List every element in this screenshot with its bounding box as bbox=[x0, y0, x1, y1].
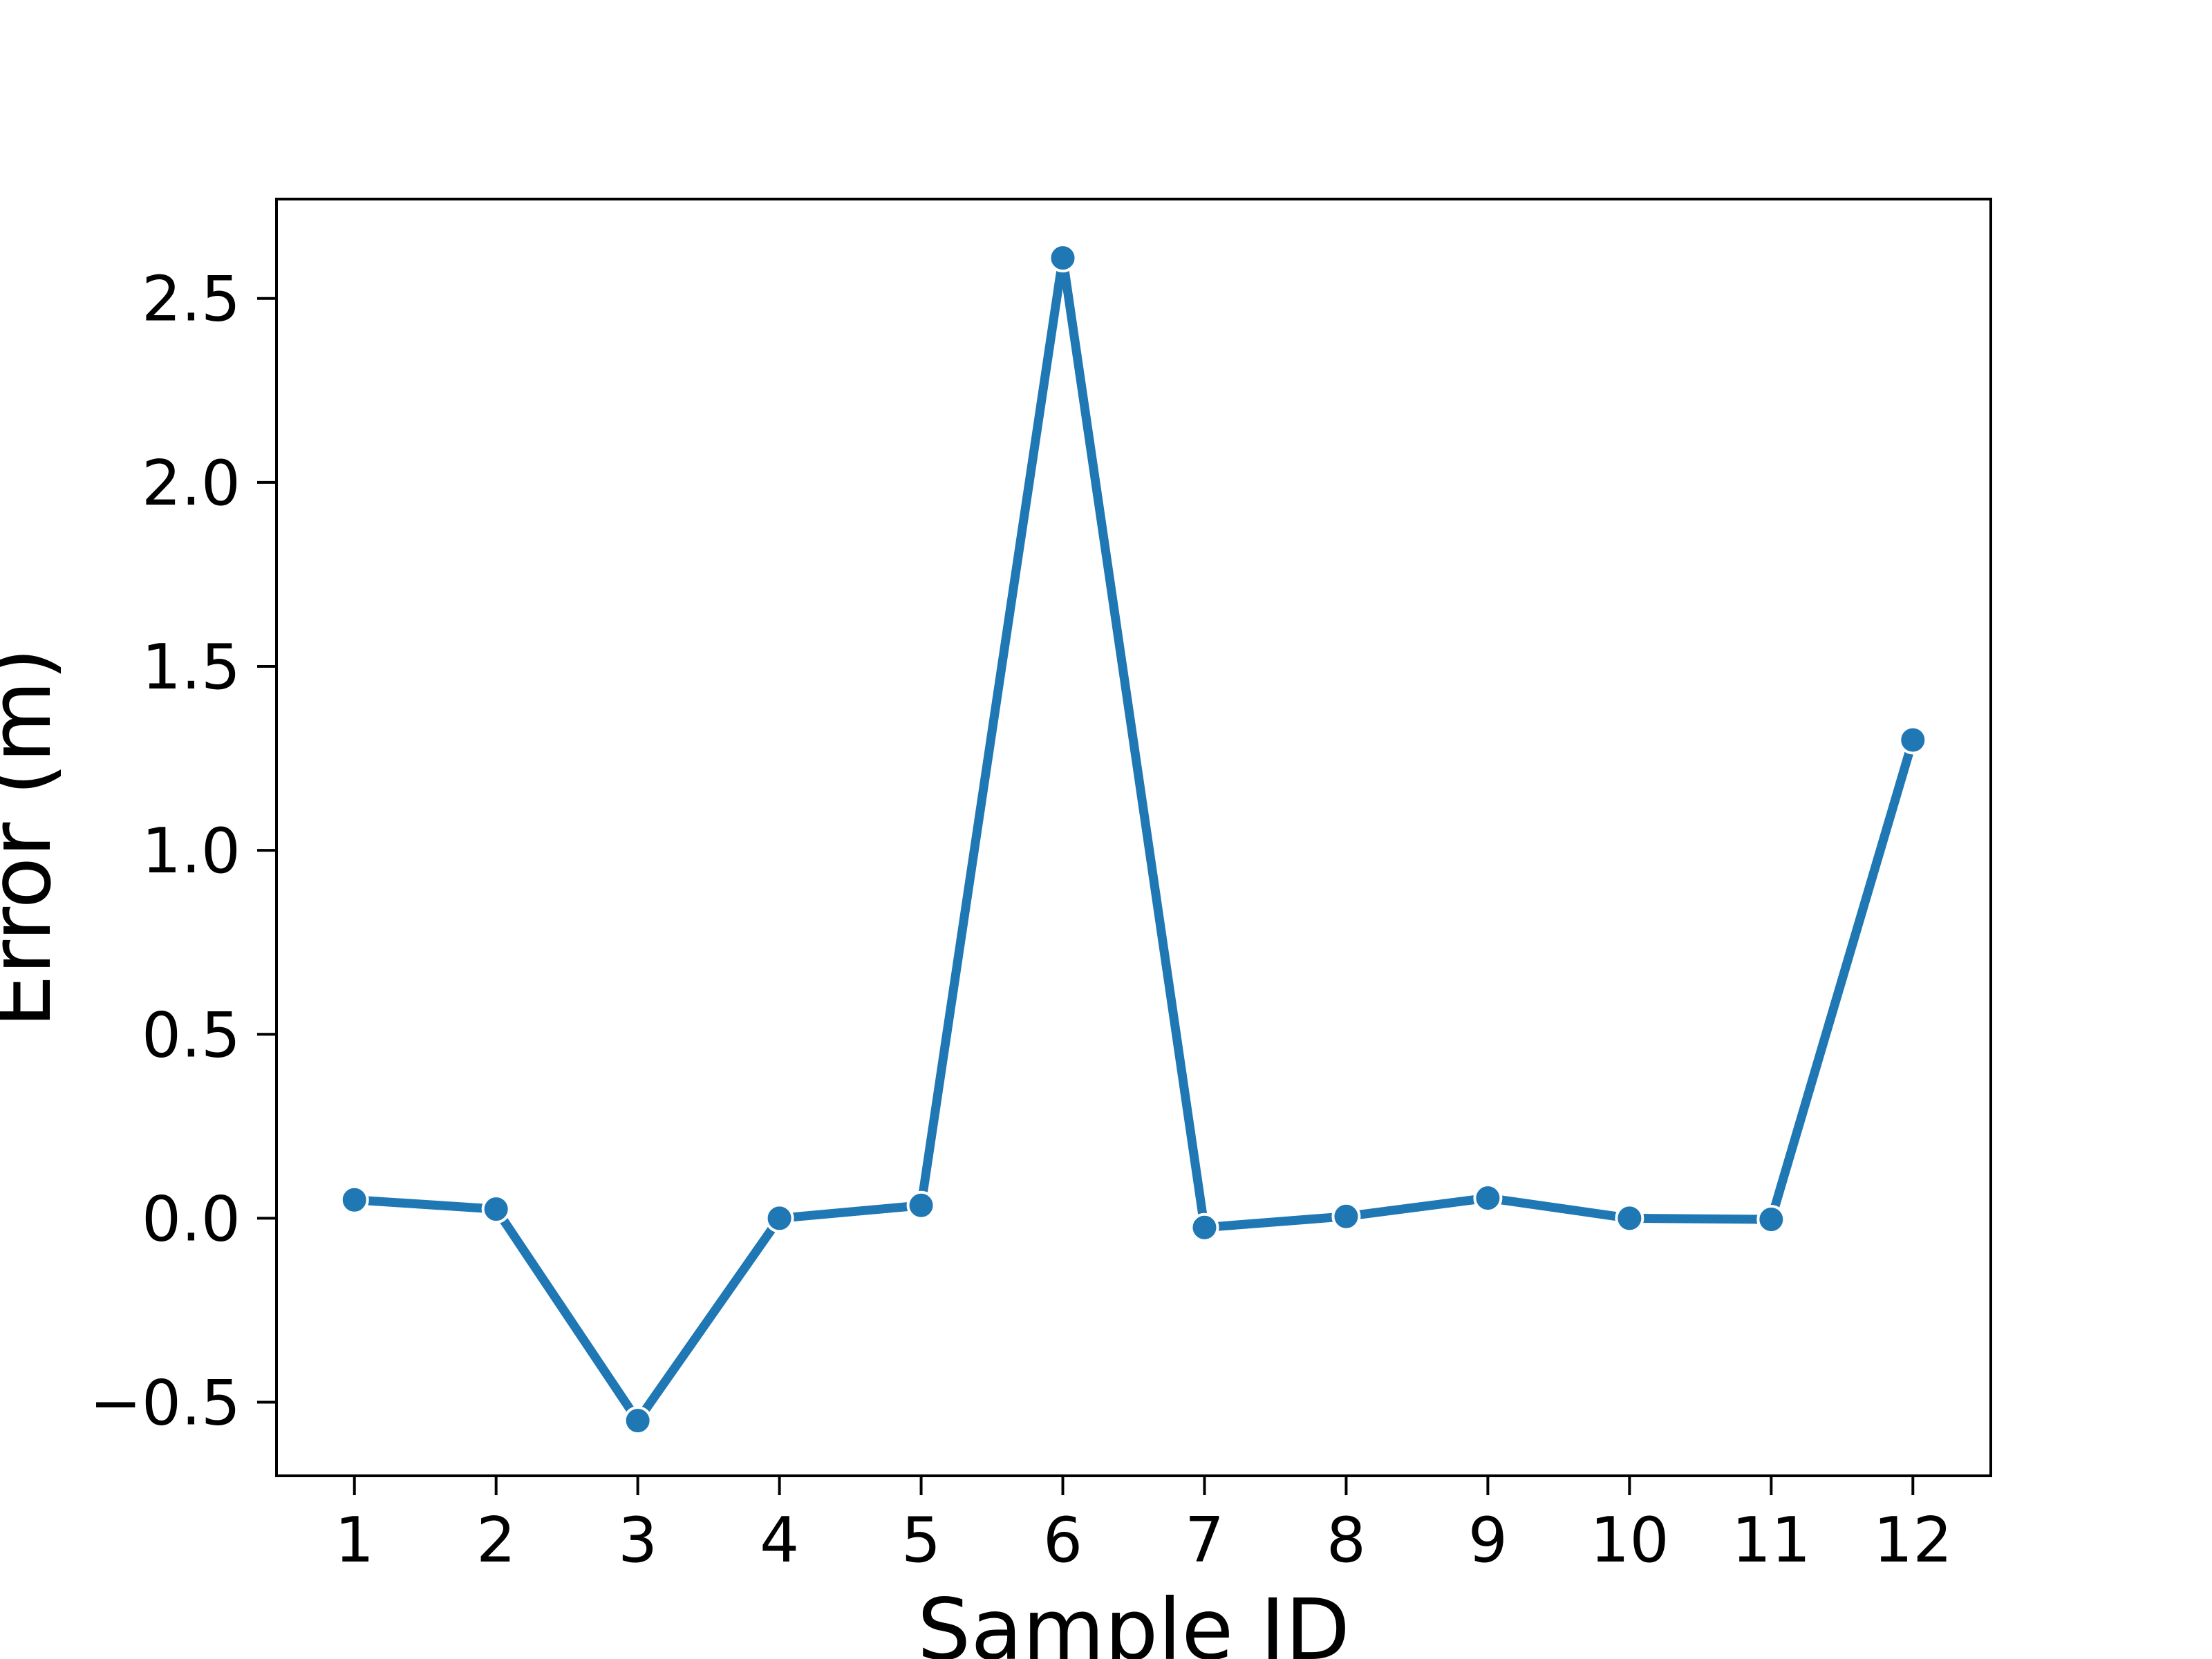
plot-frame bbox=[275, 198, 1992, 1477]
data-point bbox=[765, 1203, 794, 1233]
x-tick-label: 10 bbox=[1590, 1504, 1669, 1577]
y-axis-label: Error (m) bbox=[0, 648, 70, 1028]
data-point bbox=[1756, 1205, 1786, 1235]
plot-area bbox=[276, 199, 1991, 1476]
x-tick-label: 5 bbox=[901, 1504, 941, 1577]
series-line bbox=[350, 253, 1918, 1425]
data-point bbox=[623, 1406, 653, 1436]
x-tick-label: 1 bbox=[335, 1504, 374, 1577]
y-tick-label: 0.5 bbox=[142, 999, 241, 1071]
x-axis-label: Sample ID bbox=[917, 1581, 1350, 1659]
data-point bbox=[1898, 725, 1928, 755]
series-markers bbox=[339, 243, 1928, 1436]
y-tick-label: 1.0 bbox=[142, 815, 241, 888]
data-point bbox=[339, 1185, 369, 1215]
x-tick-label: 6 bbox=[1043, 1504, 1082, 1577]
x-tick-label: 8 bbox=[1327, 1504, 1366, 1577]
y-tick-label: 0.0 bbox=[142, 1183, 241, 1255]
x-tick-label: 3 bbox=[618, 1504, 657, 1577]
data-point bbox=[1331, 1201, 1361, 1231]
data-point bbox=[906, 1190, 936, 1220]
data-point bbox=[1473, 1183, 1503, 1213]
x-tick-label: 7 bbox=[1185, 1504, 1224, 1577]
x-tick-label: 11 bbox=[1732, 1504, 1811, 1577]
x-tick-label: 9 bbox=[1468, 1504, 1508, 1577]
data-point bbox=[481, 1194, 511, 1224]
x-tick-label: 2 bbox=[476, 1504, 516, 1577]
data-point bbox=[1048, 243, 1078, 273]
data-point bbox=[1615, 1203, 1644, 1233]
y-axis-ticks: −0.5 0.0 0.5 1.0 1.5 2.0 2.5 bbox=[89, 263, 276, 1440]
x-tick-label: 4 bbox=[760, 1504, 799, 1577]
x-tick-label: 12 bbox=[1873, 1504, 1953, 1577]
y-tick-label: −0.5 bbox=[89, 1367, 241, 1440]
y-tick-label: 2.0 bbox=[142, 447, 241, 520]
data-point bbox=[1190, 1212, 1219, 1242]
y-tick-label: 2.5 bbox=[142, 263, 241, 336]
y-tick-label: 1.5 bbox=[142, 631, 241, 704]
x-axis-ticks: 1 2 3 4 5 6 7 8 9 10 11 12 bbox=[335, 1476, 1953, 1577]
